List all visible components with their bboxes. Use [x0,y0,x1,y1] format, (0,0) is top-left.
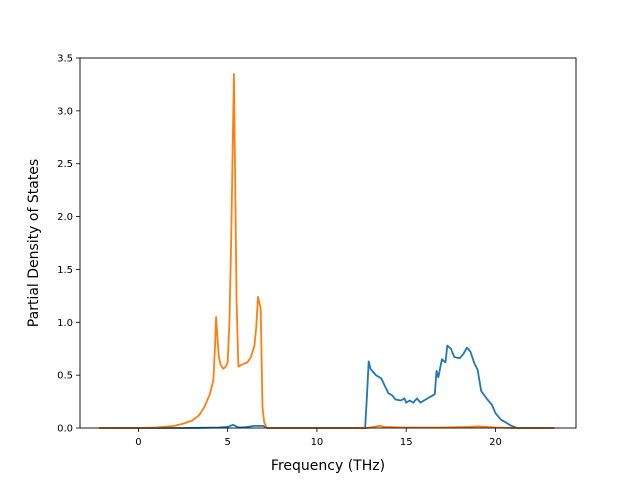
x-tick-label: 5 [224,437,230,448]
plot-frame [79,57,577,429]
y-tick-label: 3.5 [57,54,73,65]
x-tick-label: 10 [311,437,324,448]
y-tick-label: 0.5 [57,371,73,382]
series-line-1 [99,344,555,429]
y-tick-label: 1.5 [57,265,73,276]
y-tick-label: 2.0 [57,212,73,223]
y-tick-label: 3.0 [57,106,73,117]
y-tick-label: 2.5 [57,159,73,170]
x-tick-label: 0 [135,437,141,448]
series-line-2 [99,72,555,429]
y-tick-label: 1.0 [57,318,73,329]
x-axis-ticks: 0 5 10 15 20 [135,428,502,448]
x-axis-label: Frequency (THz) [271,458,385,474]
y-axis-ticks: 0.0 0.5 1.0 1.5 2.0 2.5 3.0 3.5 [57,54,80,435]
x-tick-label: 15 [400,437,413,448]
y-axis-label: Partial Density of States [26,159,42,327]
x-tick-label: 20 [489,437,502,448]
series-layer [99,72,555,429]
y-tick-label: 0.0 [57,424,73,435]
